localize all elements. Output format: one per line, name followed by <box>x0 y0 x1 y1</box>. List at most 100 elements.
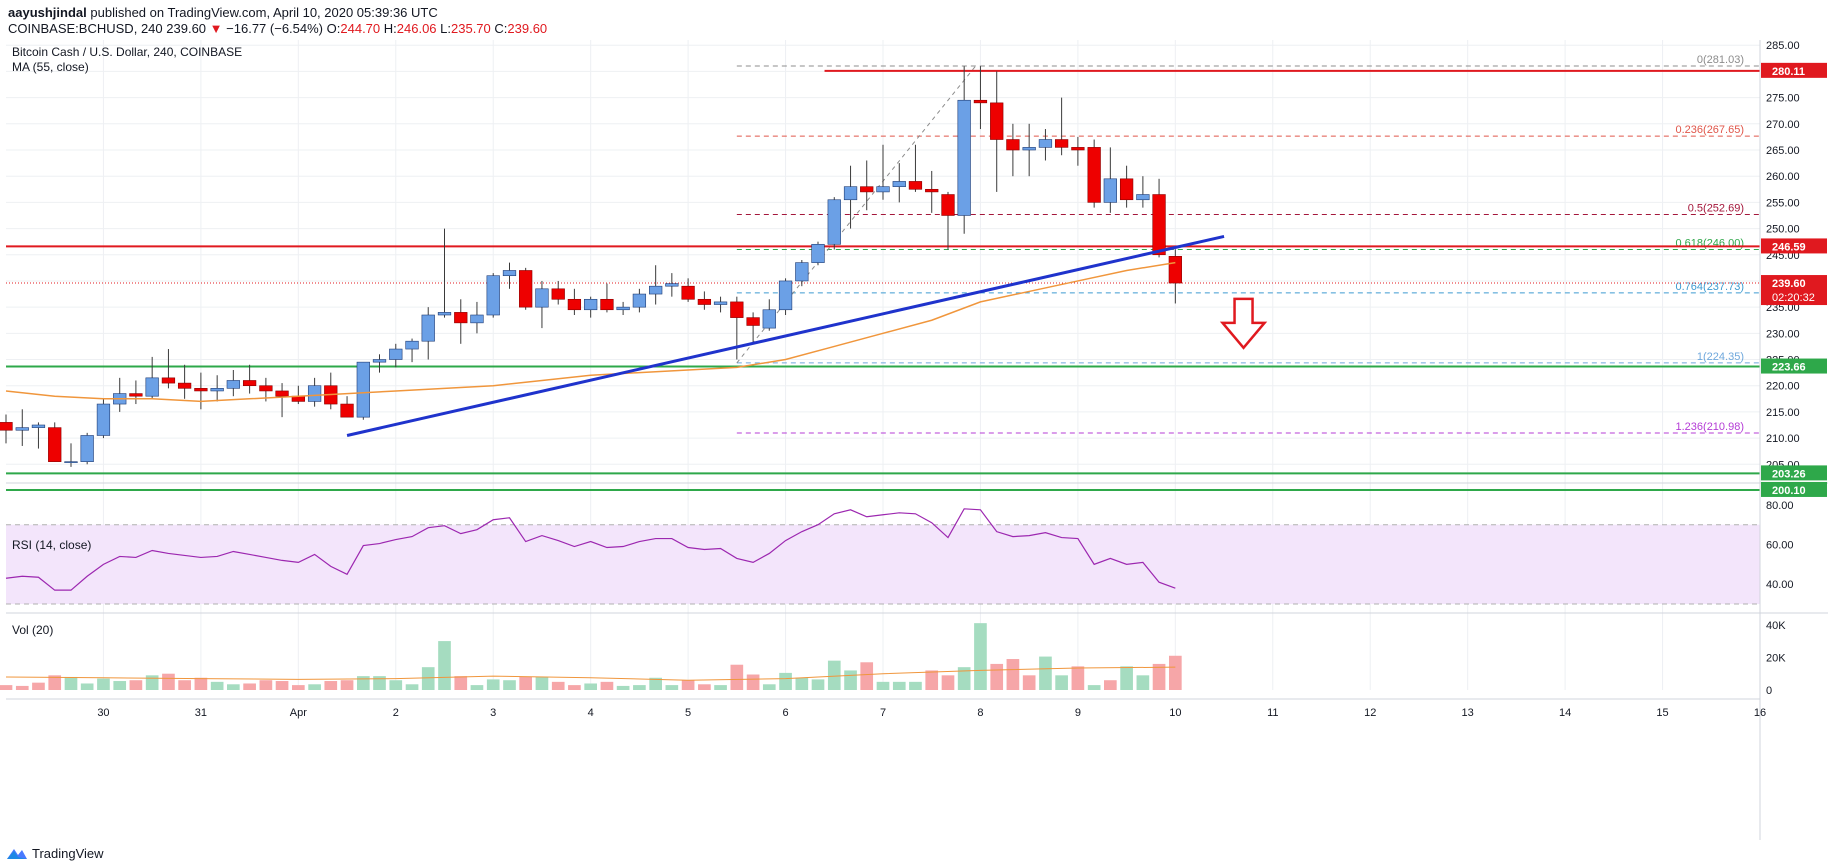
time-tick-label: 11 <box>1267 707 1278 719</box>
rsi-tick-label: 40.00 <box>1766 579 1794 591</box>
time-tick-label: Apr <box>290 707 307 719</box>
candle-up <box>892 181 906 187</box>
candle-up <box>372 359 387 363</box>
price-tag <box>1761 481 1827 497</box>
brand-label[interactable]: TradingView <box>32 845 104 861</box>
time-tick-label: 4 <box>588 707 594 719</box>
chart-title: Bitcoin Cash / U.S. Dollar, 240, COINBAS… <box>12 45 242 59</box>
candle-up <box>1103 178 1117 203</box>
rsi-line <box>5 508 1176 591</box>
price-chart[interactable]: 0(281.03) 0.236(267.65) 0.5(252.69) 0.618(2… <box>0 40 1828 840</box>
publish-info: aayushjindal published on TradingView.co… <box>8 5 438 20</box>
volume-bar <box>162 673 175 690</box>
price-tag <box>1761 238 1827 254</box>
candle-up <box>876 186 890 193</box>
price-tag <box>1761 275 1827 306</box>
volume-bar <box>892 681 906 690</box>
volume-bar <box>746 674 760 690</box>
candle-down <box>990 102 1004 140</box>
candle-down <box>746 317 760 326</box>
author-name[interactable]: aayushjindal <box>8 5 87 20</box>
volume-bar <box>259 680 273 690</box>
candle-up <box>616 306 630 311</box>
volume-bar <box>308 684 321 690</box>
time-tick-label: 15 <box>1656 707 1668 719</box>
candle-down <box>973 99 988 104</box>
price-tag-label: 223.66 <box>1772 362 1806 374</box>
price-tick-label: 265.00 <box>1766 145 1800 157</box>
volume-bar <box>405 684 419 690</box>
candle-up <box>226 380 240 389</box>
candle-down <box>340 403 354 418</box>
volume-bar <box>438 641 451 690</box>
rsi-tick-label: 80.00 <box>1766 500 1794 512</box>
volume-bar <box>1104 680 1117 690</box>
volume-bar <box>15 685 29 690</box>
candle-up <box>632 293 647 308</box>
candle-down <box>194 388 208 392</box>
volume-tick-label: 40K <box>1766 620 1786 632</box>
candle-down <box>242 380 257 387</box>
volume-bar <box>503 680 516 690</box>
fib-level-label: 0.618(246.00) <box>1676 238 1745 250</box>
price-tag <box>1761 358 1827 374</box>
candle-up <box>502 270 517 277</box>
volume-bar <box>373 676 386 690</box>
candle-up <box>307 385 322 402</box>
footer: TradingView <box>6 843 104 863</box>
volume-bar <box>551 681 565 690</box>
trendline[interactable] <box>346 234 1225 437</box>
candle-down <box>1119 178 1134 201</box>
volume-bar <box>80 683 94 690</box>
candle-up <box>356 361 370 418</box>
close-value: 239.60 <box>507 21 548 36</box>
volume-bar <box>421 667 435 690</box>
price-tag <box>1761 465 1827 481</box>
candle-down <box>0 422 13 431</box>
fib-level-label: 0.764(237.73) <box>1676 281 1745 293</box>
down-arrow-icon[interactable] <box>1219 297 1268 350</box>
volume-bar <box>795 677 809 690</box>
countdown-label: 02:20:32 <box>1772 292 1815 304</box>
volume-bar <box>178 680 191 690</box>
fib-level-label: 0.236(267.65) <box>1676 124 1745 136</box>
volume-bar <box>340 680 354 690</box>
time-tick-label: 30 <box>97 707 109 719</box>
volume-ma-line <box>5 666 1176 681</box>
candle-up <box>421 314 435 342</box>
candle-down <box>697 298 712 305</box>
change-down-icon: ▼ <box>209 21 223 36</box>
tradingview-logo-icon <box>7 849 27 859</box>
candle-up <box>145 377 159 397</box>
candle-down <box>567 298 582 311</box>
volume-tick-label: 20K <box>1766 652 1786 664</box>
volume-bar <box>470 685 484 690</box>
volume-bar <box>568 685 581 690</box>
volume-bar <box>454 676 468 690</box>
fib-level-label: 1.236(210.98) <box>1676 421 1745 433</box>
candle-down <box>925 188 939 193</box>
chart-header: aayushjindal published on TradingView.co… <box>0 0 1828 40</box>
volume-tick-label: 0 <box>1766 685 1772 697</box>
candle-up <box>1022 147 1036 151</box>
change-value: −16.77 (−6.54%) <box>226 21 324 36</box>
volume-bar <box>129 680 143 690</box>
price-tick-label: 285.00 <box>1766 40 1800 52</box>
volume-bar <box>1055 675 1068 690</box>
candle-down <box>551 288 565 300</box>
candle-up <box>957 99 971 216</box>
quote-line: COINBASE:BCHUSD, 240 239.60 ▼ −16.77 (−6… <box>8 21 548 36</box>
volume-bar <box>0 685 13 690</box>
rsi-pane <box>5 508 1760 605</box>
price-tag-label: 200.10 <box>1772 485 1806 497</box>
volume-bar <box>389 680 403 690</box>
volume-bar <box>827 660 841 690</box>
volume-bar <box>1039 656 1052 690</box>
volume-bar <box>714 685 727 690</box>
low-value: 235.70 <box>451 21 491 36</box>
price-tick-label: 230.00 <box>1766 328 1800 340</box>
time-tick-label: 13 <box>1462 707 1474 719</box>
price-tag-label: 203.26 <box>1772 468 1806 480</box>
candle-down <box>161 377 176 384</box>
volume-bar <box>356 676 370 690</box>
